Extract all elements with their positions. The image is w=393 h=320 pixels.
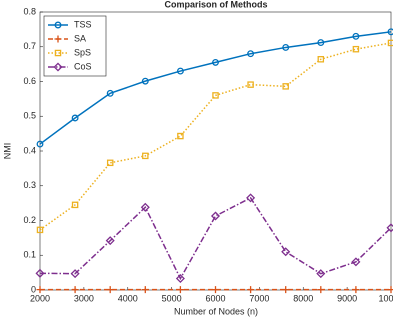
marker [142, 152, 149, 160]
marker [71, 114, 79, 122]
marker [282, 83, 289, 90]
series-line [39, 42, 392, 231]
x-axis-label: Number of Nodes (n) [174, 306, 258, 316]
x-tick-label: 4000 [118, 293, 138, 303]
series-line [39, 31, 392, 145]
marker [247, 50, 255, 58]
marker [141, 286, 149, 294]
marker [54, 35, 62, 43]
y-tick-label: 0.3 [23, 180, 36, 190]
x-tick-label: 9000 [337, 293, 357, 303]
marker [36, 226, 44, 234]
legend-label: SA [74, 33, 86, 43]
y-tick-label: 0.6 [23, 76, 36, 86]
marker [281, 247, 291, 257]
marker [140, 202, 150, 212]
marker [316, 269, 326, 279]
chart-title: Comparison of Methods [165, 0, 268, 9]
marker [352, 45, 360, 53]
y-tick-label: 0.4 [23, 145, 36, 155]
marker [70, 269, 80, 279]
marker [212, 58, 219, 66]
y-tick-label: 0.1 [23, 250, 36, 260]
marker [387, 39, 393, 47]
marker [71, 201, 79, 209]
y-tick-label: 0.5 [23, 111, 36, 121]
marker [386, 223, 393, 233]
marker [176, 286, 184, 294]
marker [53, 62, 63, 72]
marker [247, 286, 255, 294]
marker [317, 56, 325, 63]
x-tick-label: 10000 [378, 293, 393, 303]
marker [105, 236, 115, 246]
marker [387, 28, 393, 36]
marker [212, 286, 219, 294]
marker [54, 21, 62, 29]
y-tick-label: 0.2 [23, 215, 36, 225]
marker [177, 132, 184, 140]
marker [282, 43, 290, 51]
x-tick-label: 5000 [162, 293, 182, 303]
marker [106, 159, 114, 167]
marker [317, 286, 325, 294]
marker [36, 140, 44, 148]
marker [106, 286, 114, 294]
x-tick-label: 6000 [205, 293, 225, 303]
marker [106, 89, 114, 97]
marker [352, 32, 360, 40]
legend-box [43, 15, 107, 77]
y-tick-label: 0.7 [23, 41, 36, 51]
x-tick-label: 2000 [30, 293, 50, 303]
marker [54, 49, 62, 57]
marker [175, 274, 185, 284]
y-tick-label: 0 [31, 284, 36, 294]
marker [212, 92, 219, 99]
marker [36, 286, 44, 294]
legend-label: TSS [74, 19, 92, 29]
marker [317, 39, 325, 47]
y-axis-label: NMI [2, 143, 12, 160]
legend-label: SpS [74, 47, 91, 57]
marker [247, 81, 254, 88]
marker [282, 286, 290, 294]
marker [141, 77, 149, 85]
x-tick-label: 8000 [293, 293, 313, 303]
marker [210, 211, 221, 221]
marker [352, 286, 360, 294]
series-line [39, 196, 392, 281]
x-tick-label: 3000 [74, 293, 94, 303]
marker [387, 286, 393, 294]
marker [351, 257, 361, 267]
y-tick-label: 0.8 [23, 6, 36, 16]
legend-label: CoS [74, 61, 92, 71]
marker [35, 268, 45, 278]
marker [71, 286, 79, 294]
marker [246, 193, 256, 203]
x-tick-label: 7000 [249, 293, 269, 303]
marker [176, 67, 184, 75]
